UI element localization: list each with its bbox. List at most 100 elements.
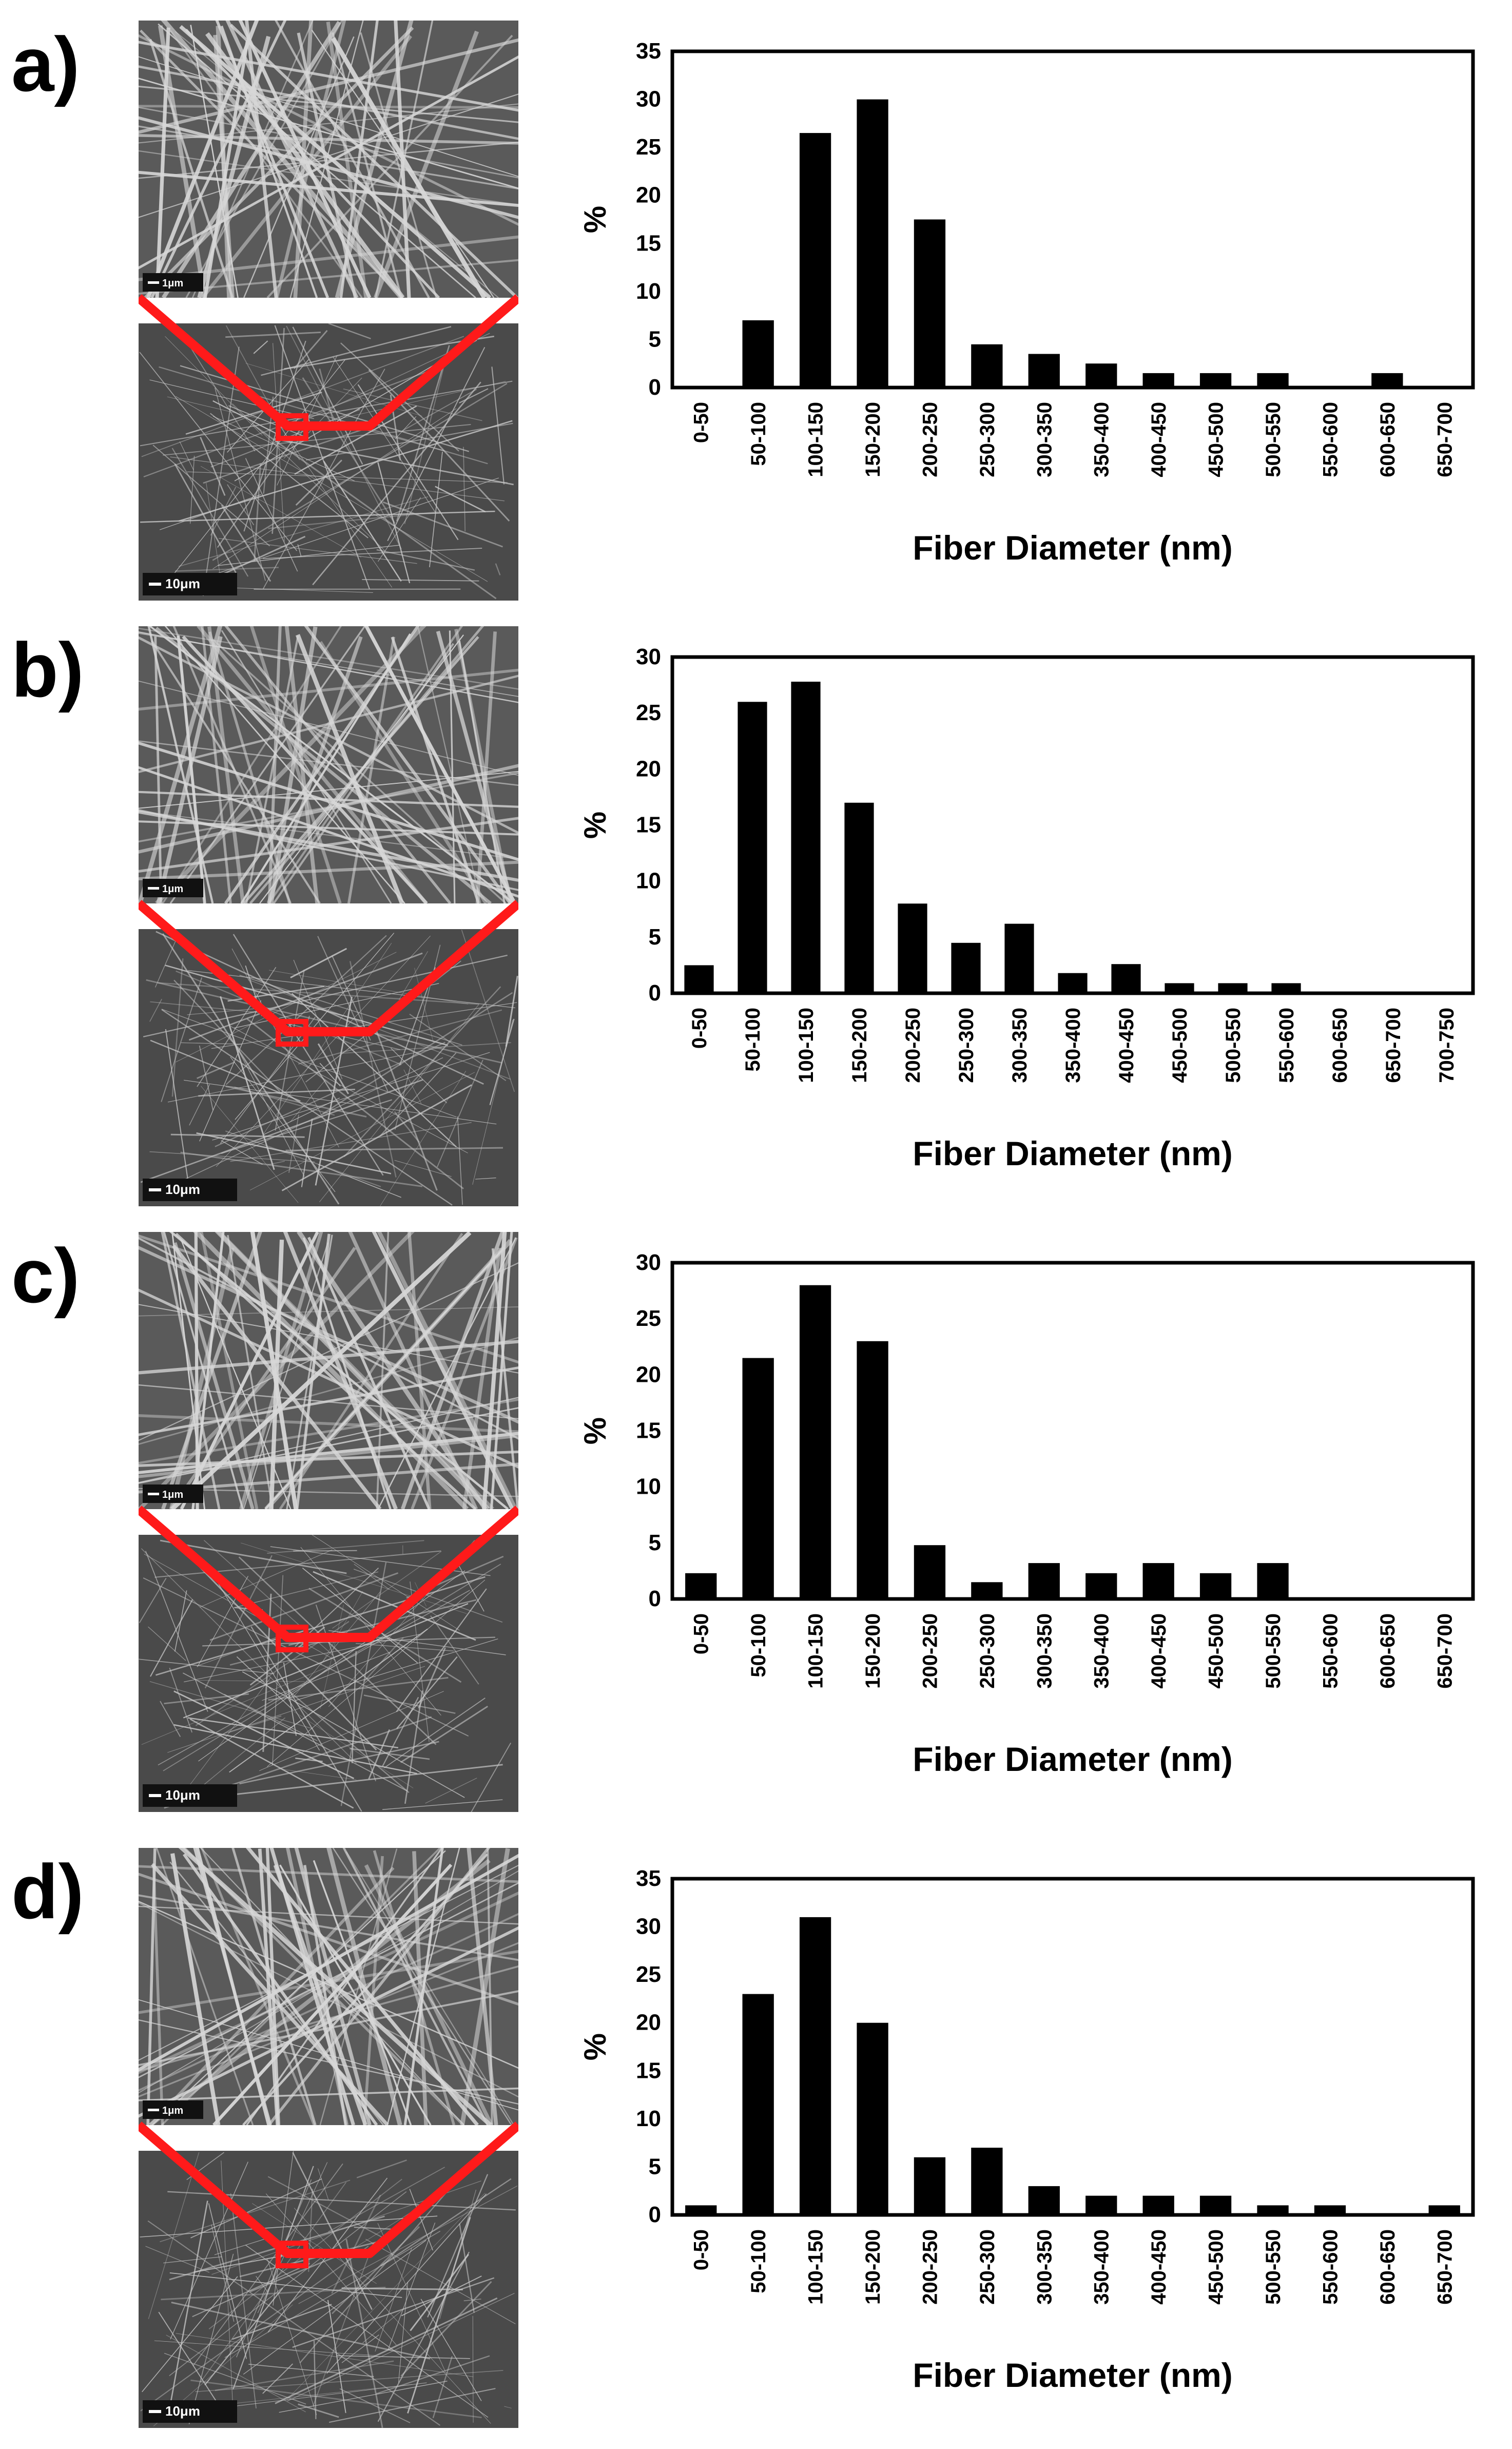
scale-bar-bottom: 10μm <box>143 1784 237 1807</box>
x-tick-label: 550-600 <box>1275 1008 1298 1083</box>
x-tick-label: 150-200 <box>862 2229 884 2305</box>
x-tick-label: 550-600 <box>1319 402 1342 477</box>
y-axis-label: % <box>578 1417 612 1444</box>
x-tick-label: 250-300 <box>976 402 999 477</box>
plot-frame <box>670 1261 1475 1601</box>
x-tick-label: 300-350 <box>1009 1008 1031 1083</box>
x-tick-label: 500-550 <box>1262 2229 1285 2305</box>
sem-top-image <box>139 21 518 299</box>
bar <box>914 1545 946 1599</box>
sem-micrograph: 1μm 10μm <box>139 626 518 1206</box>
bar <box>844 802 874 993</box>
y-tick-label: 20 <box>636 2010 661 2035</box>
bar <box>1371 373 1403 388</box>
bar <box>799 133 831 388</box>
bar <box>914 219 946 388</box>
bar <box>1199 2195 1232 2215</box>
x-tick-label: 50-100 <box>747 402 770 466</box>
x-tick-label: 450-500 <box>1169 1008 1191 1083</box>
x-tick-label: 150-200 <box>862 1613 884 1689</box>
scale-bar-top: 1μm <box>143 2100 203 2119</box>
scale-bar-top: 1μm <box>143 273 203 292</box>
bar <box>1257 1563 1289 1599</box>
x-tick-label: 50-100 <box>742 1008 764 1072</box>
bar <box>857 2022 888 2215</box>
y-tick-label: 20 <box>636 756 661 781</box>
panel-c: c) 1μm 10μm 0 5 10 15 20 25 30 0-50 50-100 100-150… <box>0 1211 1512 1817</box>
scale-bar-top-label: 1μm <box>162 1489 183 1500</box>
x-tick-label: 600-650 <box>1329 1008 1351 1083</box>
x-axis-label: Fiber Diameter (nm) <box>913 1134 1232 1172</box>
y-tick-label: 25 <box>636 134 661 160</box>
bar <box>857 1341 888 1599</box>
sem-top-image <box>139 1232 518 1511</box>
scale-bar-top: 1μm <box>143 879 203 897</box>
x-tick-label: 500-550 <box>1262 402 1285 477</box>
x-tick-label: 0-50 <box>690 2229 713 2270</box>
x-tick-label: 650-700 <box>1433 1613 1456 1689</box>
x-tick-label: 200-250 <box>919 1613 941 1689</box>
zoom-indicator <box>139 900 518 1047</box>
bar <box>799 1917 831 2215</box>
x-tick-label: 400-450 <box>1148 1613 1170 1689</box>
y-tick-label: 20 <box>636 183 661 208</box>
x-tick-label: 600-650 <box>1377 2229 1399 2305</box>
y-tick-label: 5 <box>649 924 661 950</box>
histogram-chart: 0 5 10 15 20 25 30 35 0-50 50-100 100-150 150-200 20… <box>578 1866 1475 2394</box>
bar <box>1165 983 1194 994</box>
x-tick-label: 650-700 <box>1382 1008 1405 1083</box>
x-tick-label: 0-50 <box>688 1008 711 1049</box>
y-tick-label: 5 <box>649 326 661 352</box>
scale-bar-top-label: 1μm <box>162 278 183 289</box>
panel-letter: d) <box>11 1848 84 1935</box>
x-tick-label: 700-750 <box>1436 1008 1458 1083</box>
x-tick-label: 100-150 <box>795 1008 818 1083</box>
y-tick-label: 10 <box>636 279 661 304</box>
x-tick-label: 600-650 <box>1377 402 1399 477</box>
bar <box>791 682 821 993</box>
y-tick-label: 10 <box>636 1474 661 1499</box>
bar <box>742 320 774 388</box>
sem-top-image <box>139 626 518 905</box>
bar <box>738 702 767 993</box>
panel-letter: b) <box>11 627 84 713</box>
y-tick-label: 30 <box>636 87 661 112</box>
x-tick-label: 350-400 <box>1091 2229 1113 2305</box>
x-tick-label: 200-250 <box>902 1008 924 1083</box>
histogram-chart: 0 5 10 15 20 25 30 35 0-50 50-100 100-150 150-200 20… <box>578 38 1475 567</box>
x-tick-label: 0-50 <box>690 402 713 443</box>
bar <box>1199 1573 1232 1599</box>
bar <box>1199 373 1232 388</box>
bar <box>742 1994 774 2215</box>
bar <box>971 1582 1003 1599</box>
bar <box>898 903 927 993</box>
y-axis-label: % <box>578 812 612 839</box>
scale-bar-bottom-label: 10μm <box>165 2403 200 2419</box>
bar <box>1142 373 1174 388</box>
x-tick-label: 350-400 <box>1091 1613 1113 1689</box>
bar <box>1004 923 1034 993</box>
x-tick-label: 500-550 <box>1222 1008 1245 1083</box>
x-tick-label: 0-50 <box>690 1613 713 1654</box>
bar <box>799 1285 831 1599</box>
y-axis-label: % <box>578 2033 612 2060</box>
scale-bar-bottom-label: 10μm <box>165 1787 200 1803</box>
y-tick-label: 0 <box>649 375 661 400</box>
bar <box>684 965 714 993</box>
histogram-chart: 0 5 10 15 20 25 30 0-50 50-100 100-150 150-200 200-… <box>578 1250 1475 1778</box>
x-tick-label: 350-400 <box>1091 402 1113 477</box>
x-tick-label: 450-500 <box>1205 2229 1228 2305</box>
y-tick-label: 15 <box>636 813 661 838</box>
x-tick-label: 100-150 <box>805 1613 827 1689</box>
y-tick-label: 30 <box>636 1250 661 1275</box>
bar <box>1085 2195 1117 2215</box>
bar <box>1085 1573 1117 1599</box>
panel-letter: a) <box>11 21 80 107</box>
x-tick-label: 550-600 <box>1319 2229 1342 2305</box>
x-tick-label: 500-550 <box>1262 1613 1285 1689</box>
x-tick-label: 50-100 <box>747 1613 770 1677</box>
x-tick-label: 100-150 <box>805 2229 827 2305</box>
bar <box>1058 973 1088 993</box>
x-tick-label: 200-250 <box>919 2229 941 2305</box>
bar <box>857 99 888 388</box>
